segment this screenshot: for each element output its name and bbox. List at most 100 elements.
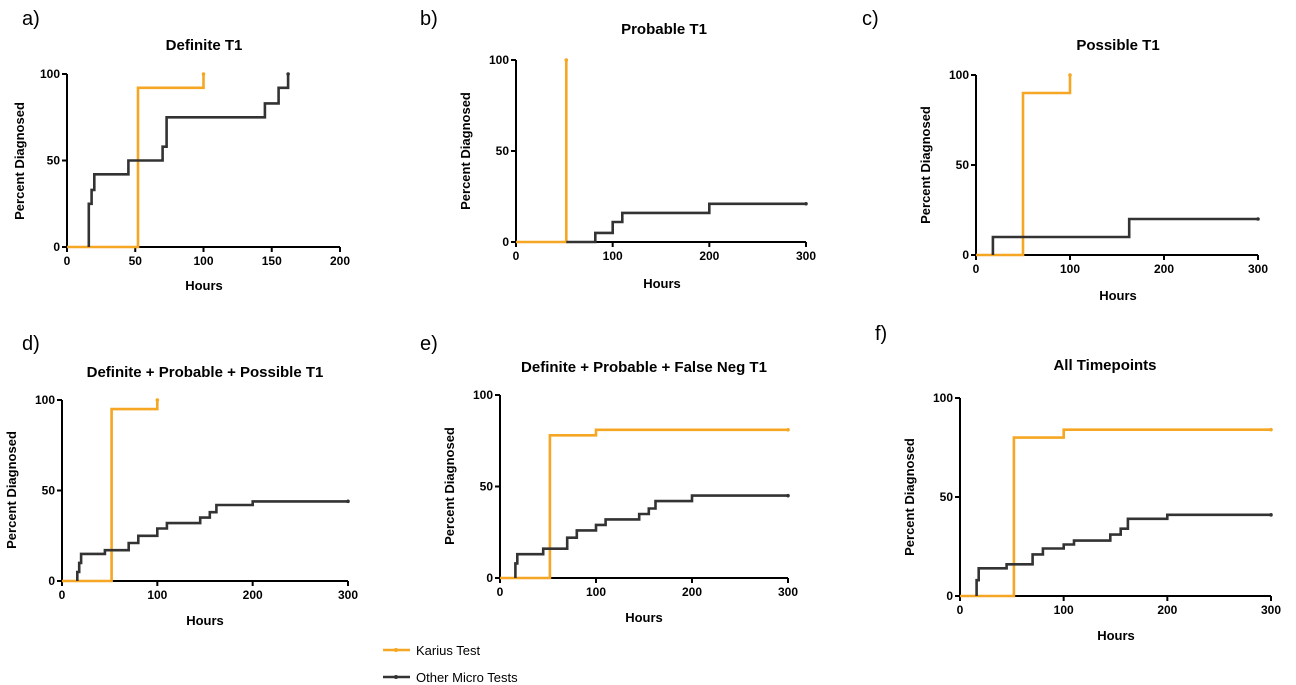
y-tick-label: 0: [946, 589, 953, 603]
x-tick-label: 300: [1261, 603, 1281, 617]
y-tick-label: 50: [47, 154, 61, 168]
x-tick-label: 150: [262, 254, 282, 268]
series-end-point: [1269, 427, 1273, 432]
x-axis-label: Hours: [625, 610, 663, 625]
x-tick-label: 200: [243, 588, 263, 602]
x-tick-label: 300: [796, 249, 816, 263]
series-line-other-micro-tests: [514, 494, 788, 578]
series-end-point: [346, 499, 350, 504]
x-tick-label: 200: [1157, 603, 1177, 617]
y-tick-label: 100: [40, 67, 60, 81]
series-end-point: [201, 72, 206, 76]
x-tick-label: 100: [586, 585, 606, 599]
series-line-other-micro-tests: [991, 217, 1258, 255]
series-end-point: [564, 58, 569, 62]
y-tick-label: 100: [35, 393, 55, 407]
y-tick-label: 50: [956, 158, 970, 172]
x-tick-label: 200: [1154, 262, 1174, 276]
legend-label: Other Micro Tests: [416, 670, 518, 685]
x-tick-label: 100: [193, 254, 213, 268]
chart-panel-1: a) Definite T1 0 50 100 0 50 100 150 200 Hours Perc…: [12, 8, 350, 293]
series-end-point: [1256, 217, 1260, 221]
y-axis-label: Percent Diagnosed: [4, 431, 19, 549]
x-tick-label: 300: [778, 585, 798, 599]
x-axis-label: Hours: [186, 613, 224, 628]
y-tick-label: 100: [473, 388, 493, 402]
x-tick-label: 100: [147, 588, 167, 602]
y-tick-label: 0: [48, 574, 55, 588]
x-tick-label: 0: [497, 585, 504, 599]
chart-panel-2: b) Probable T1 0 50 100 0 100 200 300 Hours Percen…: [420, 8, 816, 291]
y-axis-label: Percent Diagnosed: [902, 438, 917, 556]
series-end-point: [786, 493, 790, 498]
panel-label: e): [420, 333, 438, 355]
y-tick-label: 0: [502, 235, 509, 249]
y-tick-label: 50: [480, 480, 494, 494]
x-tick-label: 100: [1054, 603, 1074, 617]
y-tick-label: 100: [949, 68, 969, 82]
y-tick-label: 0: [962, 248, 969, 262]
x-tick-label: 200: [330, 254, 350, 268]
y-tick-label: 50: [496, 144, 510, 158]
y-tick-label: 0: [53, 240, 60, 254]
x-tick-label: 300: [338, 588, 358, 602]
series-line-karius-test: [500, 428, 788, 580]
x-tick-label: 100: [603, 249, 623, 263]
y-tick-label: 50: [42, 484, 56, 498]
chart-title: Definite + Probable + Possible T1: [87, 364, 324, 381]
chart-title: Definite + Probable + False Neg T1: [521, 359, 767, 376]
y-tick-label: 100: [489, 53, 509, 67]
series-end-point: [786, 427, 790, 432]
x-axis-label: Hours: [1097, 628, 1135, 643]
series-line-karius-test: [62, 400, 159, 583]
series-line-karius-test: [960, 428, 1271, 598]
series-end-point: [286, 72, 290, 76]
legend: Karius Test Other Micro Tests: [383, 643, 518, 685]
x-tick-label: 0: [64, 254, 71, 268]
x-tick-label: 100: [1060, 262, 1080, 276]
series-line-other-micro-tests: [76, 500, 348, 581]
series-end-point: [1269, 513, 1273, 517]
x-tick-label: 300: [1248, 262, 1268, 276]
x-tick-label: 0: [59, 588, 66, 602]
y-axis-label: Percent Diagnosed: [918, 106, 933, 224]
series-line-other-micro-tests: [566, 202, 806, 244]
chart-title: Definite T1: [166, 37, 243, 54]
panel-label: d): [22, 333, 40, 355]
y-tick-label: 0: [486, 571, 493, 585]
series-line-other-micro-tests: [975, 513, 1271, 596]
x-tick-label: 0: [957, 603, 964, 617]
x-axis-label: Hours: [643, 276, 681, 291]
y-axis-label: Percent Diagnosed: [12, 102, 27, 220]
x-tick-label: 200: [699, 249, 719, 263]
y-tick-label: 50: [940, 490, 954, 504]
panel-label: f): [875, 323, 887, 345]
y-tick-label: 100: [933, 391, 953, 405]
series-end-point: [1068, 73, 1072, 77]
y-axis-label: Percent Diagnosed: [442, 427, 457, 545]
chart-panel-6: f) All Timepoints 0 50 100 0 100 200 300 Hours Per…: [875, 323, 1281, 643]
x-axis-label: Hours: [1099, 288, 1137, 303]
x-tick-label: 0: [973, 262, 980, 276]
legend-label: Karius Test: [416, 643, 480, 658]
series-end-point: [155, 398, 160, 402]
series-line-other-micro-tests: [87, 74, 290, 247]
x-tick-label: 50: [129, 254, 143, 268]
chart-panel-3: c) Possible T1 0 50 100 0 100 200 300 Hours Percen…: [862, 8, 1268, 303]
series-end-point: [804, 201, 808, 206]
chart-title: All Timepoints: [1053, 357, 1156, 374]
panel-label: b): [420, 8, 438, 30]
panel-label: c): [862, 8, 879, 30]
series-line-karius-test: [976, 75, 1072, 257]
chart-title: Probable T1: [621, 21, 707, 38]
chart-panel-4: d) Definite + Probable + Possible T1 0 50 10…: [4, 333, 358, 628]
x-tick-label: 200: [682, 585, 702, 599]
x-axis-label: Hours: [185, 278, 223, 293]
legend-marker: [394, 648, 398, 652]
chart-title: Possible T1: [1076, 37, 1159, 54]
chart-panel-5: e) Definite + Probable + False Neg T1 0 50 1…: [420, 333, 798, 625]
series-line-karius-test: [516, 60, 568, 244]
x-tick-label: 0: [513, 249, 520, 263]
series-line-karius-test: [67, 74, 205, 249]
